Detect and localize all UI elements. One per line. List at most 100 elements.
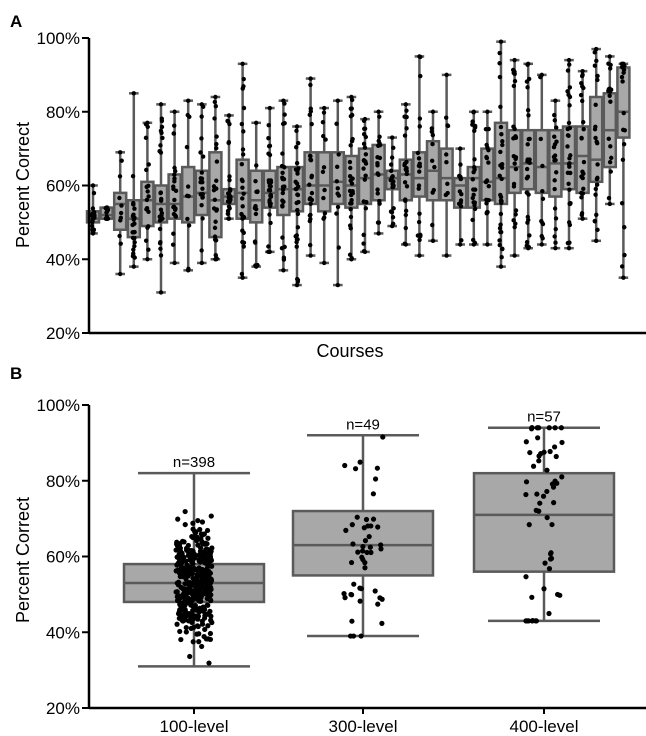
panel-a-point	[552, 134, 557, 139]
panel-a-point	[158, 239, 163, 245]
panel-a-point	[444, 72, 449, 78]
panel-a-point	[131, 247, 136, 252]
panel-a-point	[213, 252, 218, 258]
panel-b-point	[209, 563, 215, 569]
panel-a-point	[539, 72, 544, 78]
panel-b-point	[194, 534, 200, 540]
panel-a-point	[565, 133, 571, 138]
panel-b-point	[203, 573, 209, 579]
panel-b-point	[175, 579, 182, 585]
panel-a-point	[444, 253, 449, 258]
panel-a-point	[144, 197, 150, 203]
panel-b-point	[198, 598, 204, 604]
panel-a-point	[567, 201, 572, 206]
panel-b-point	[540, 493, 547, 499]
panel-a-point	[213, 94, 218, 100]
panel-a-point	[526, 113, 531, 118]
panel-a-point	[282, 112, 287, 117]
panel-b-point	[192, 576, 198, 582]
panel-a-point	[527, 233, 532, 238]
panel-a-point	[241, 191, 246, 196]
panel-b-point	[208, 586, 214, 592]
panel-a-point	[361, 241, 366, 246]
panel-a-point	[280, 176, 285, 182]
panel-a-point	[240, 86, 245, 91]
panel-a-point	[349, 198, 354, 203]
panel-b-point	[184, 562, 190, 568]
panel-a-point	[430, 132, 436, 138]
panel-a-point	[458, 176, 463, 182]
panel-b-point	[204, 527, 211, 534]
panel-b-point	[183, 624, 189, 631]
panel-a-point	[321, 195, 326, 201]
panel-b-point	[534, 491, 540, 497]
panel-a-point	[363, 206, 369, 211]
panel-b-point	[547, 551, 554, 557]
panel-b-point	[182, 570, 188, 577]
panel-a-point	[486, 147, 491, 153]
panel-a-point	[212, 116, 217, 121]
panel-b-point	[199, 621, 206, 627]
panel-a-point	[580, 98, 585, 104]
panel-a-point	[158, 246, 163, 251]
panel-a-point	[240, 204, 245, 209]
panel-a-point	[268, 194, 274, 199]
panel-a-point	[511, 136, 516, 141]
panel-b-point	[360, 556, 366, 563]
panel-a-point	[417, 169, 422, 174]
panel-a-point	[580, 68, 585, 74]
panel-a-point	[552, 158, 557, 163]
panel-a-point	[294, 145, 299, 150]
panel-a-point	[403, 198, 408, 204]
panel-a-point	[403, 242, 408, 247]
panel-b-point	[380, 434, 386, 440]
panel-a-point	[417, 116, 423, 121]
panel-a-point	[320, 169, 326, 175]
panel-b-point	[209, 545, 215, 551]
panel-a-point	[567, 187, 572, 192]
panel-a-point	[472, 123, 478, 129]
panel-a-point	[199, 114, 204, 119]
panel-a-point	[348, 143, 353, 148]
panel-a-point	[484, 211, 489, 216]
panel-b-point	[190, 548, 196, 554]
panel-b-point	[378, 546, 384, 552]
panel-b-point	[193, 529, 199, 535]
panel-b-point	[549, 521, 555, 528]
panel-b-point	[186, 600, 192, 606]
panel-b-point	[368, 523, 374, 529]
panel-a-point	[213, 219, 218, 224]
panel-a-point	[349, 257, 354, 262]
panel-a-point	[513, 212, 518, 217]
panel-a-point	[498, 264, 504, 269]
panel-b-point	[537, 500, 543, 506]
panel-a-point	[580, 216, 585, 221]
panel-b-point	[349, 522, 355, 528]
panel-a-point	[227, 177, 232, 183]
panel-b-point	[523, 491, 529, 498]
panel-a-point	[240, 214, 245, 219]
panel-a-point	[418, 233, 423, 239]
panel-a-point	[294, 160, 300, 166]
panel-b-point	[361, 525, 367, 531]
panel-a-point	[430, 222, 435, 228]
panel-a-point	[418, 73, 423, 79]
panel-b-y-tick-label: 80%	[46, 472, 80, 491]
panel-a-point	[607, 201, 612, 207]
panel-a-point	[172, 179, 177, 184]
panel-a-point	[499, 255, 504, 260]
panel-a-point	[512, 224, 517, 230]
panel-a-course-box	[316, 151, 332, 213]
panel-a-point	[227, 196, 232, 202]
panel-a-point	[459, 191, 464, 197]
panel-a-point	[607, 93, 612, 98]
panel-a-point	[608, 144, 613, 149]
panel-a-point	[199, 248, 204, 253]
panel-a-point	[308, 253, 313, 258]
panel-a-point	[199, 170, 205, 175]
panel-a-point	[511, 184, 517, 189]
panel-a-point	[484, 142, 489, 148]
panel-a-point	[593, 102, 598, 108]
panel-a-point	[390, 223, 395, 229]
panel-a-point	[158, 143, 163, 148]
